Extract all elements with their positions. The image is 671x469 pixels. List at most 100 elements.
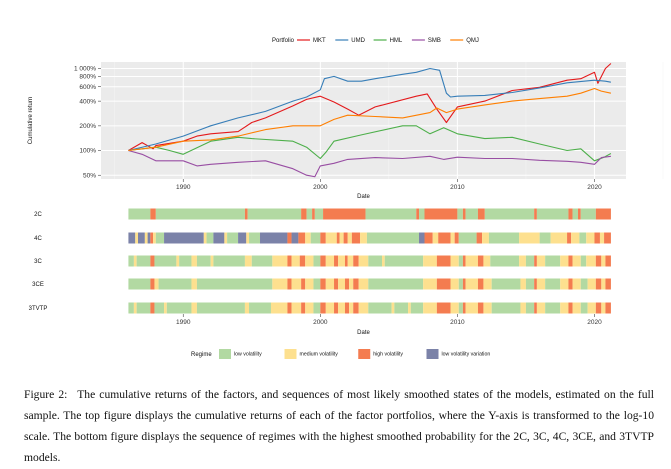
regime-segment-low — [410, 302, 424, 314]
regime-segment-low — [366, 232, 420, 244]
regime-segment-low — [128, 278, 151, 290]
regime-legend: Regime low volatility medium volatility hig… — [191, 349, 490, 359]
regime-segment-low — [545, 255, 561, 267]
regime-segment-high — [436, 302, 451, 314]
regime-segment-variation — [147, 232, 151, 244]
regime-segment-medium — [483, 278, 492, 290]
regime-segment-low — [458, 232, 477, 244]
regime-segment-medium — [483, 302, 492, 314]
regime-segment-low — [458, 255, 463, 267]
series-line-umd — [128, 67, 611, 152]
regime-segment-medium — [349, 278, 354, 290]
regime-segment-high — [567, 232, 572, 244]
regime-segment-low — [491, 278, 521, 290]
regime-segment-medium — [572, 278, 581, 290]
regime-segment-high — [462, 255, 466, 267]
regime-segment-high — [436, 255, 451, 267]
regime-segment-low — [247, 208, 302, 220]
regime-x-tick-label: 2020 — [587, 319, 602, 326]
regime-segment-medium — [153, 232, 156, 244]
regime-segment-medium — [244, 302, 250, 314]
regime-segment-high — [605, 255, 611, 267]
regime-segment-medium — [272, 278, 288, 290]
regime-row-label: 3TVTP — [29, 306, 48, 312]
regime-legend-label-low: low volatility — [234, 352, 262, 358]
regime-segment-high — [578, 208, 581, 220]
regime-segment-medium — [536, 278, 546, 290]
regime-segment-low — [545, 302, 561, 314]
regime-segment-low — [314, 208, 324, 220]
regime-segment-medium — [520, 302, 526, 314]
regime-segment-high — [595, 278, 602, 290]
regime-segment-high — [594, 232, 600, 244]
regime-segment-low — [310, 232, 321, 244]
regime-segment-medium — [450, 278, 459, 290]
regime-segment-medium — [450, 255, 459, 267]
regime-segment-variation — [138, 232, 145, 244]
regime-segment-medium — [305, 232, 311, 244]
regime-segment-high — [477, 208, 485, 220]
regime-segment-high — [477, 278, 484, 290]
regime-segment-high — [568, 278, 573, 290]
regime-segment-low — [419, 208, 425, 220]
regime-segment-low — [368, 278, 424, 290]
regime-segment-high — [424, 232, 433, 244]
regime-segment-high — [462, 208, 466, 220]
regime-segment-low — [128, 255, 134, 267]
legend-label-qmj: QMJ — [466, 38, 479, 44]
regime-segment-medium — [305, 278, 314, 290]
regime-segment-low — [579, 232, 587, 244]
regime-segment-high — [568, 208, 573, 220]
regime-segment-high — [323, 208, 366, 220]
regime-segment-medium — [325, 255, 335, 267]
regime-segment-variation — [419, 232, 425, 244]
regime-segment-low — [580, 278, 588, 290]
regime-segment-low — [179, 255, 192, 267]
regime-segment-high — [605, 302, 611, 314]
regime-segment-medium — [519, 255, 526, 267]
regime-segment-high — [344, 255, 348, 267]
regime-segment-variation — [238, 232, 247, 244]
regime-segment-high — [568, 255, 573, 267]
regime-segment-low — [488, 232, 520, 244]
regime-segment-low — [136, 255, 151, 267]
regime-segment-medium — [408, 302, 411, 314]
regime-segment-medium — [560, 302, 569, 314]
regime-segment-medium — [391, 302, 395, 314]
regime-segment-low — [580, 255, 587, 267]
regime-segment-high — [301, 302, 306, 314]
regime-segment-medium — [423, 302, 437, 314]
regime-segment-high — [320, 232, 326, 244]
regime-segment-low — [484, 208, 535, 220]
regime-segment-high — [477, 302, 484, 314]
regime-segment-medium — [360, 232, 367, 244]
regime-segment-medium — [358, 278, 369, 290]
regime-row-label: 2C — [34, 212, 42, 218]
regime-legend-label-high: high volatility — [373, 352, 403, 358]
regime-row-label: 3C — [34, 259, 42, 265]
regime-segment-medium — [325, 302, 335, 314]
regime-legend-key-low — [219, 349, 231, 359]
regime-row-label: 4C — [34, 236, 42, 242]
regime-legend-key-variation — [426, 349, 439, 359]
regime-segment-high — [534, 302, 537, 314]
regime-segment-low — [580, 208, 596, 220]
regime-segment-low — [536, 208, 569, 220]
regime-segment-medium — [601, 255, 606, 267]
regime-segment-low — [249, 232, 261, 244]
regime-segment-low — [525, 278, 535, 290]
regime-segment-high — [336, 232, 340, 244]
regime-segment-medium — [338, 255, 345, 267]
regime-legend-label-variation: low volatility variation — [442, 352, 491, 358]
regime-segment-high — [477, 255, 484, 267]
regime-x-tick-label: 2010 — [450, 319, 465, 326]
regime-segment-medium — [587, 302, 596, 314]
regime-segment-variation — [213, 232, 225, 244]
x-tick-label: 2010 — [450, 184, 465, 191]
regime-segment-low — [458, 278, 463, 290]
regime-segment-low — [158, 278, 192, 290]
regime-segment-medium — [423, 255, 437, 267]
regime-segment-high — [150, 232, 154, 244]
regime-segment-high — [150, 278, 155, 290]
y-tick-label: 200% — [79, 123, 96, 130]
